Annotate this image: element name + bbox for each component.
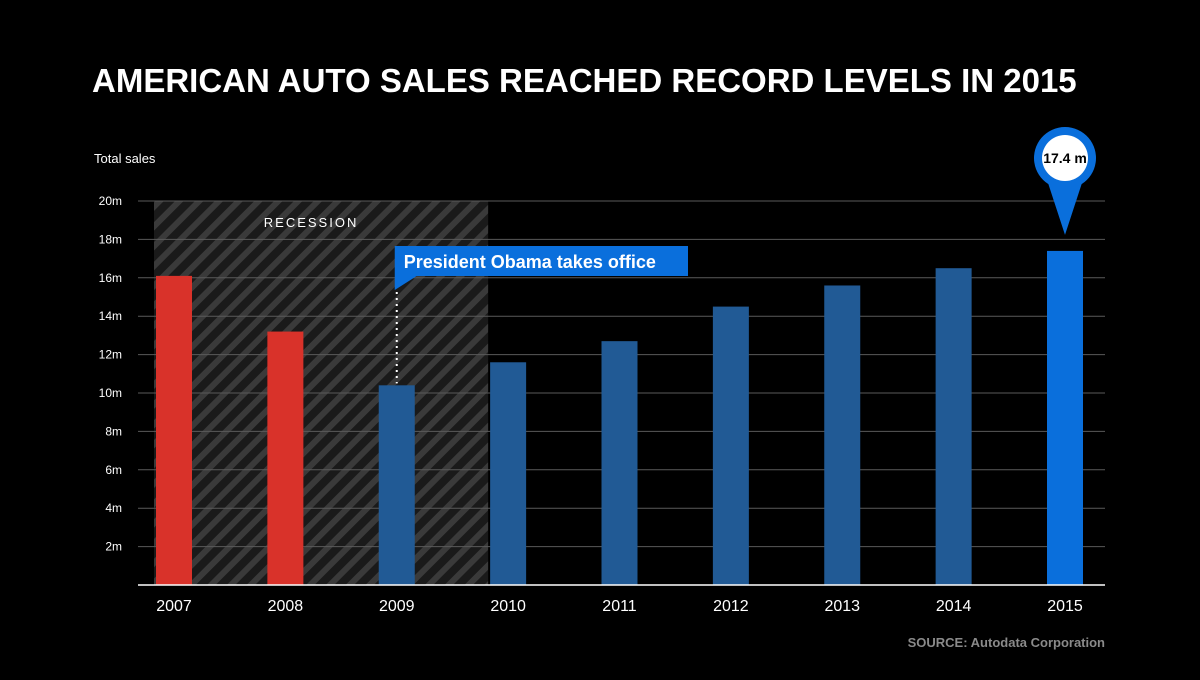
y-axis-label: Total sales <box>94 151 156 166</box>
chart-title: AMERICAN AUTO SALES REACHED RECORD LEVEL… <box>92 62 1077 99</box>
bar <box>712 306 749 585</box>
y-tick-label: 12m <box>99 348 122 362</box>
bars <box>156 250 1083 586</box>
recession-label: RECESSION <box>264 215 359 230</box>
y-tick-label: 10m <box>99 386 122 400</box>
bar <box>601 341 638 585</box>
y-tick-label: 2m <box>105 540 122 554</box>
obama-annotation-text: President Obama takes office <box>404 252 656 272</box>
bar <box>267 331 304 585</box>
y-tick-label: 16m <box>99 271 122 285</box>
x-tick-label: 2014 <box>936 598 972 615</box>
bar <box>1047 250 1083 586</box>
x-tick-label: 2012 <box>713 598 749 615</box>
y-tick-label: 14m <box>99 309 122 323</box>
y-axis-ticks: 2m 4m 6m 8m 10m 12m 14m 16m 18m 20m <box>99 194 122 554</box>
peak-value-pin: 17.4 m <box>1033 126 1096 235</box>
x-tick-label: 2015 <box>1047 598 1083 615</box>
y-tick-label: 8m <box>105 424 122 438</box>
x-axis-ticks: 2007 2008 2009 2010 2011 2012 2013 2014 2015 <box>156 598 1083 615</box>
x-tick-label: 2008 <box>268 598 304 615</box>
bar <box>156 275 192 585</box>
peak-value-label: 17.4 m <box>1043 150 1087 166</box>
x-tick-label: 2009 <box>379 598 415 615</box>
y-tick-label: 6m <box>105 463 122 477</box>
y-tick-label: 4m <box>105 501 122 515</box>
bar <box>378 385 415 585</box>
obama-annotation-box <box>394 246 688 290</box>
bar <box>824 285 861 585</box>
y-tick-label: 18m <box>99 232 122 246</box>
x-tick-label: 2010 <box>490 598 526 615</box>
bar <box>935 268 972 585</box>
x-tick-label: 2013 <box>824 598 860 615</box>
y-tick-label: 20m <box>99 194 122 208</box>
map-pin-inner-circle <box>1042 135 1088 181</box>
x-tick-label: 2007 <box>156 598 192 615</box>
source-note: SOURCE: Autodata Corporation <box>908 635 1105 650</box>
obama-annotation: President Obama takes office <box>394 246 688 384</box>
x-tick-label: 2011 <box>602 598 637 615</box>
bar <box>490 362 527 585</box>
